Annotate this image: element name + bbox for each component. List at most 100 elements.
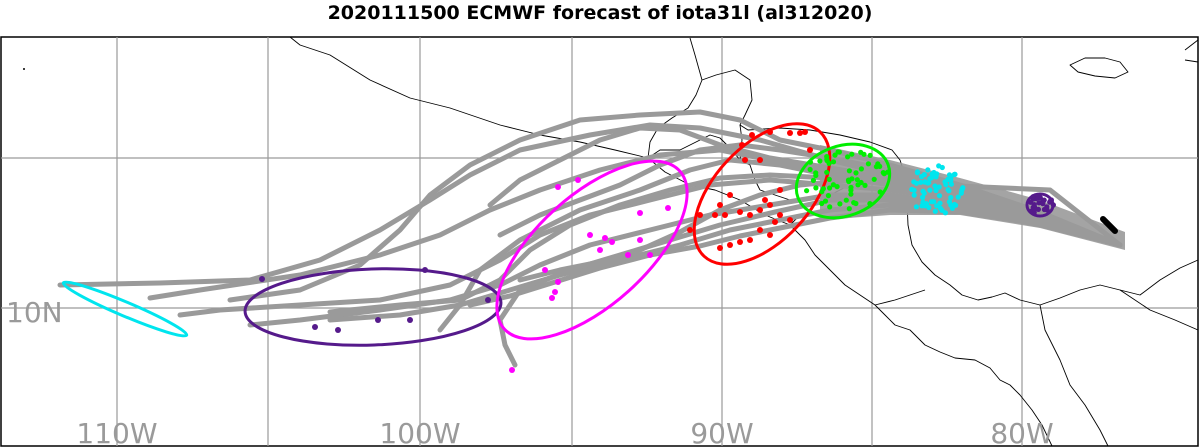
position-dot-stage-2 [914,170,921,176]
position-dot-stage-4 [802,129,808,135]
position-dot-stage-3 [825,193,832,199]
position-dot-stage-3 [858,166,865,172]
position-dot-stage-3 [855,182,861,188]
position-dot-stage-4 [777,187,783,193]
venezuela-coast [1119,289,1199,331]
position-dot-stage-2 [911,192,917,198]
lon-label-100w: 100W [379,417,460,447]
jamaica-island [1069,57,1129,79]
map-frame [0,36,1199,447]
position-dot-stage-6 [407,317,413,323]
position-dot-stage-2 [933,172,939,178]
position-dot-stage-2 [926,180,932,186]
position-dot-stage-3 [849,151,855,157]
position-dot-stage-5 [597,247,603,253]
position-dot-stage-6 [422,267,428,273]
position-dot-stage-4 [737,239,743,245]
position-dot-stage-2 [926,204,932,211]
position-dot-stage-3 [804,188,810,194]
position-dot-stage-4 [787,217,793,223]
position-dot-stage-5 [549,295,555,301]
position-dot-stage-3 [865,161,872,167]
position-dot-stage-3 [826,176,832,182]
position-dot-stage-1 [1035,206,1041,212]
position-dot-stage-3 [875,161,881,167]
initial-position-mark [1100,216,1118,234]
position-dot-stage-3 [837,201,843,207]
position-dot-stage-4 [739,142,745,148]
position-dot-stage-4 [747,237,753,243]
position-dot-stage-5 [555,184,561,190]
position-dot-stage-3 [867,152,873,158]
position-dot-stage-6 [312,324,318,330]
ensemble-positions [259,129,1056,373]
ellipse-stage-1 [1025,192,1055,218]
position-dot-stage-2 [936,184,942,190]
position-dot-stage-6 [259,276,265,282]
position-dot-stage-4 [807,147,813,153]
position-dot-stage-3 [851,200,857,206]
position-dot-stage-4 [757,157,763,163]
ellipse-stage-5 [495,159,689,341]
position-dot-stage-5 [509,367,515,373]
ellipse-stage-4 [692,122,832,266]
map-title: 2020111500 ECMWF forecast of iota31l (al… [327,2,873,24]
ellipse-stage-7 [61,280,189,338]
position-dot-stage-3 [848,191,854,197]
small-island [23,68,25,70]
position-dot-stage-1 [1040,201,1046,207]
position-dot-stage-4 [717,202,723,208]
position-dot-stage-3 [834,184,840,190]
position-dot-stage-2 [911,187,917,193]
position-dot-stage-4 [767,129,773,135]
colombia-border [1039,304,1109,447]
position-dot-stage-2 [921,172,928,178]
position-dot-stage-2 [925,167,931,173]
position-dot-stage-3 [885,169,891,175]
position-dot-stage-4 [687,227,693,233]
lat-label-10n: 10N [6,296,63,329]
position-dot-stage-2 [923,201,930,207]
position-dot-stage-4 [722,212,728,218]
ensemble-track [147,147,1123,301]
position-dot-stage-3 [819,200,825,207]
costa-rica-border [874,289,926,306]
position-dot-stage-3 [867,201,873,207]
position-dot-stage-4 [777,212,783,218]
position-dot-stage-2 [948,181,955,187]
position-dot-stage-3 [824,156,830,162]
position-dot-stage-3 [845,177,852,183]
position-dot-stage-3 [807,166,813,173]
guatemala-border [647,134,761,191]
position-dot-stage-4 [712,212,718,218]
position-dot-stage-3 [813,185,819,191]
position-dot-stage-5 [575,177,581,183]
position-dot-stage-1 [1032,206,1038,212]
ensemble-track-band [820,145,1125,250]
position-dot-stage-5 [647,252,653,258]
position-dot-stage-2 [920,194,926,200]
position-dot-stage-3 [822,198,829,204]
cuba-coast [1184,39,1199,63]
position-dot-stage-5 [552,289,558,295]
position-dot-stage-3 [810,177,817,183]
position-dot-stage-1 [1031,202,1037,208]
position-dot-stage-2 [919,203,925,209]
position-dot-stage-6 [335,327,341,333]
position-dot-stage-4 [762,197,768,203]
position-dot-stage-2 [936,163,942,169]
position-dot-stage-2 [932,183,938,189]
lon-label-110w: 110W [76,417,157,447]
position-dot-stage-2 [936,193,943,199]
pacific-coast [289,36,1053,447]
position-dot-stage-2 [948,202,954,208]
position-dot-stage-2 [960,185,966,191]
position-dot-stage-4 [787,130,793,136]
position-dot-stage-3 [858,149,864,155]
position-dot-stage-4 [727,192,733,198]
position-dot-stage-2 [913,204,920,210]
position-dot-stage-2 [958,190,964,196]
position-dot-stage-4 [717,245,723,251]
position-dot-stage-3 [871,176,877,182]
